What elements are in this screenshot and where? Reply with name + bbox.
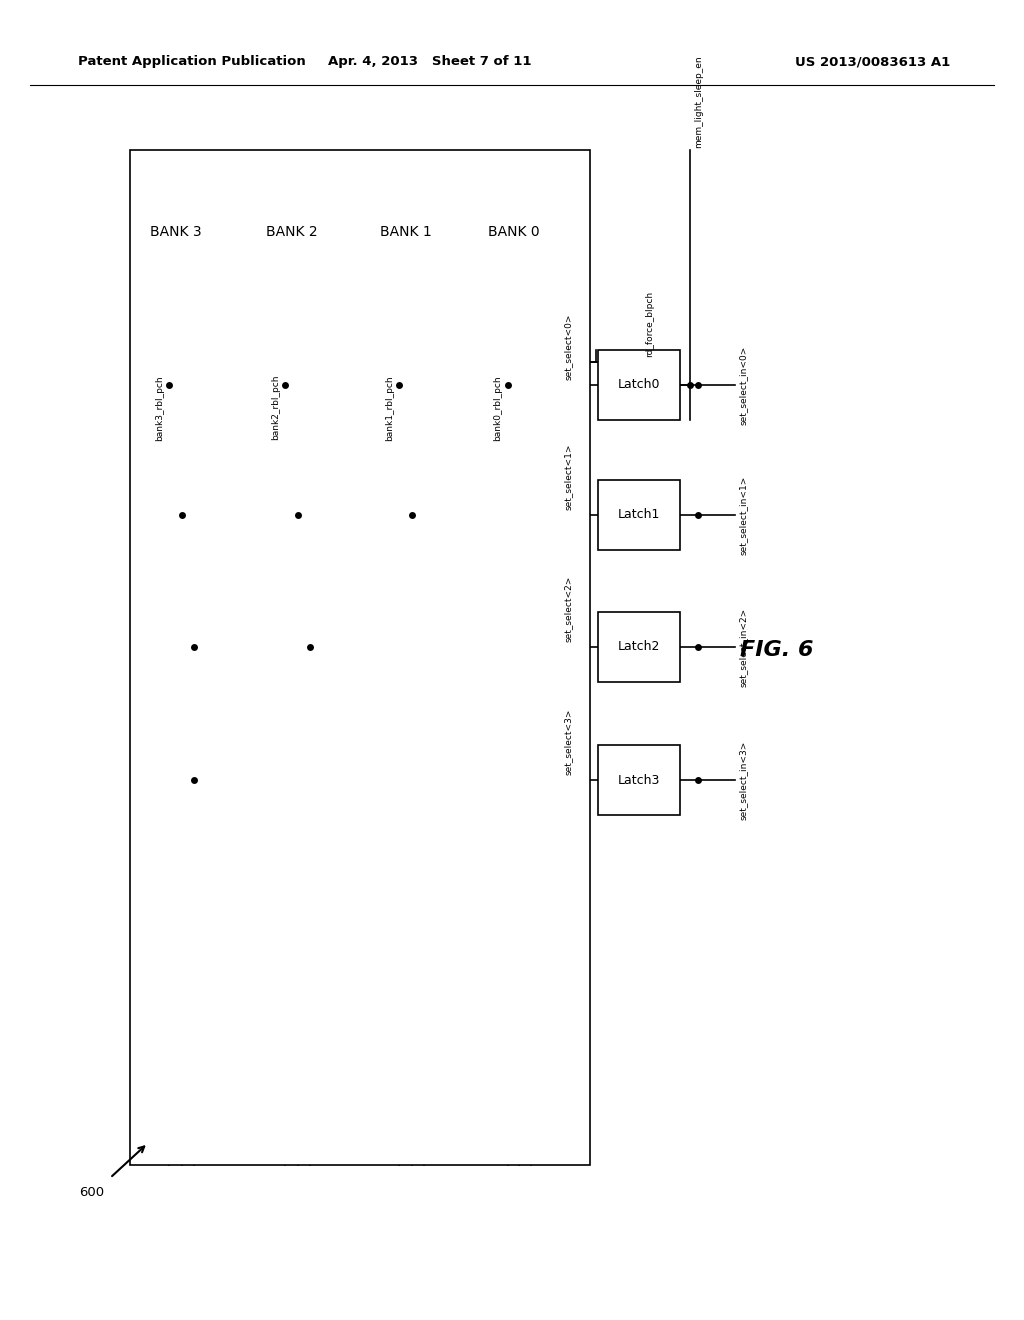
Text: set_select_in<3>: set_select_in<3>	[739, 741, 748, 820]
Text: set_select<2>: set_select<2>	[563, 576, 572, 642]
Text: bank2_rbl_pch: bank2_rbl_pch	[271, 375, 281, 441]
Text: mem_light_sleep_en: mem_light_sleep_en	[694, 55, 703, 148]
Bar	[248, 154, 336, 310]
Bar	[598, 612, 680, 682]
Bar	[130, 150, 590, 1166]
Text: Patent Application Publication: Patent Application Publication	[78, 55, 306, 69]
Text: Latch1: Latch1	[617, 508, 660, 521]
Text: BANK 2: BANK 2	[266, 226, 317, 239]
Text: set_select<1>: set_select<1>	[563, 444, 572, 510]
Text: US 2013/0083613 A1: US 2013/0083613 A1	[795, 55, 950, 69]
Bar	[598, 744, 680, 814]
Text: bank0_rbl_pch: bank0_rbl_pch	[494, 375, 503, 441]
Bar	[598, 480, 680, 550]
Bar	[598, 350, 680, 420]
Text: rd_force_blpch: rd_force_blpch	[645, 290, 654, 356]
Text: Latch3: Latch3	[617, 774, 660, 787]
Text: set_select_in<2>: set_select_in<2>	[739, 607, 748, 686]
Text: FIG. 6: FIG. 6	[740, 640, 813, 660]
Text: BANK 1: BANK 1	[380, 226, 432, 239]
Bar	[362, 154, 450, 310]
Text: Latch2: Latch2	[617, 640, 660, 653]
Text: BANK 3: BANK 3	[151, 226, 202, 239]
Text: bank3_rbl_pch: bank3_rbl_pch	[155, 375, 164, 441]
Text: Apr. 4, 2013   Sheet 7 of 11: Apr. 4, 2013 Sheet 7 of 11	[329, 55, 531, 69]
Text: set_select_in<1>: set_select_in<1>	[739, 475, 748, 554]
Text: set_select_in<0>: set_select_in<0>	[739, 346, 748, 425]
Bar	[132, 154, 220, 310]
Text: bank1_rbl_pch: bank1_rbl_pch	[385, 375, 394, 441]
Text: set_select<0>: set_select<0>	[563, 314, 572, 380]
Text: Latch0: Latch0	[617, 379, 660, 392]
Text: set_select<3>: set_select<3>	[563, 709, 572, 775]
Text: 600: 600	[80, 1185, 104, 1199]
Bar	[473, 154, 555, 310]
Text: BANK 0: BANK 0	[488, 226, 540, 239]
